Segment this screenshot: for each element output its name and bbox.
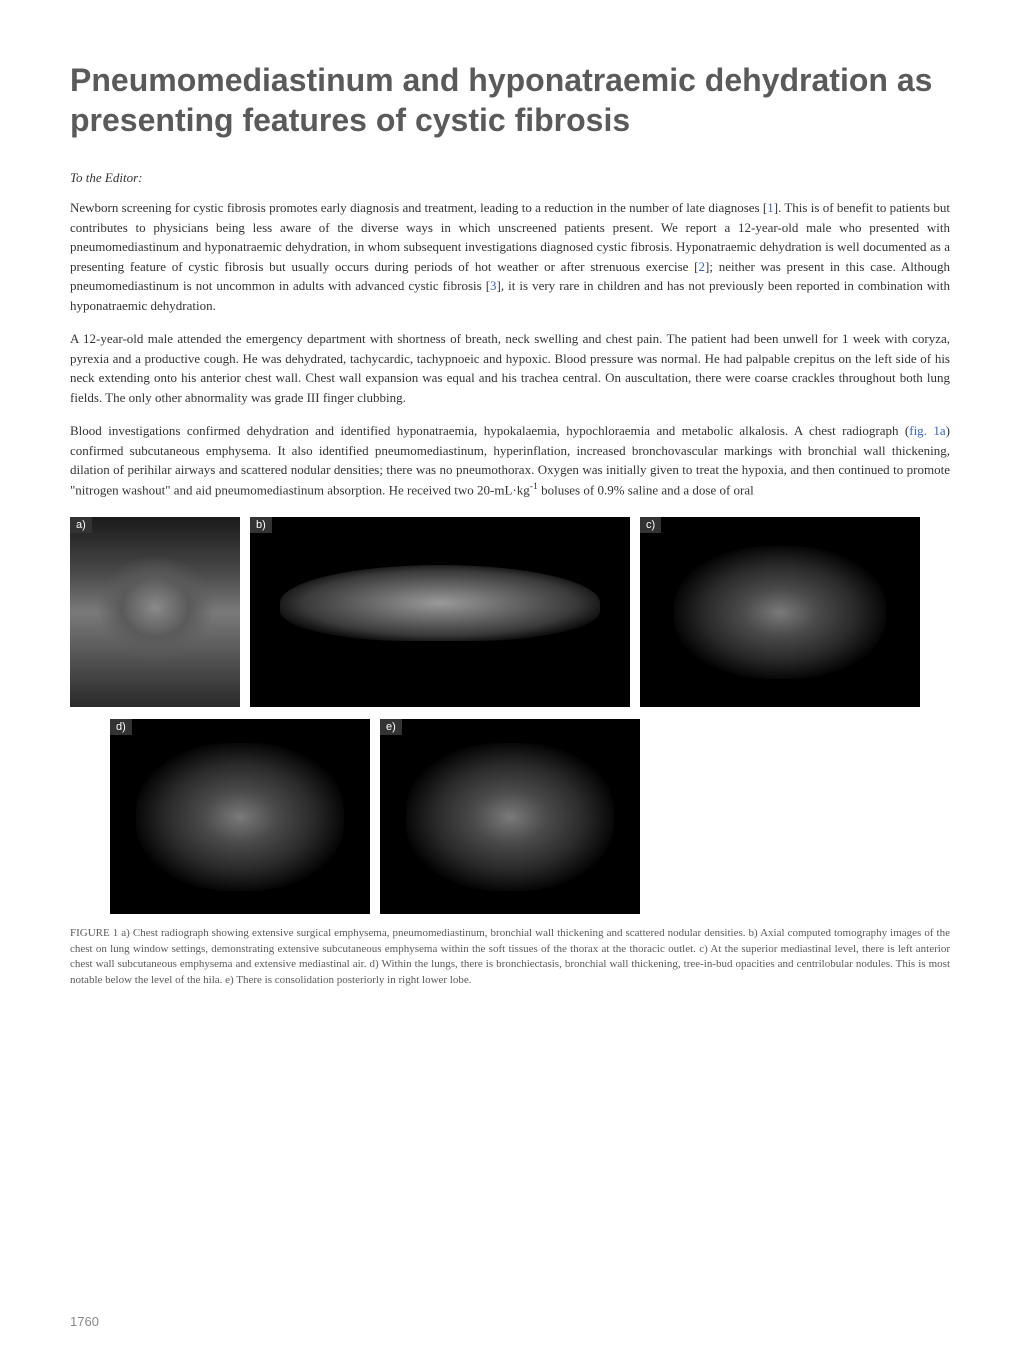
panel-label-d: d) (110, 719, 132, 735)
figure-1-container: a) b) c) d) e) FIGURE 1 a) Chest radiogr… (70, 517, 950, 988)
paragraph-2: A 12-year-old male attended the emergenc… (70, 329, 950, 407)
paragraph-1: Newborn screening for cystic fibrosis pr… (70, 198, 950, 315)
superscript-unit: -1 (530, 481, 538, 492)
paragraph-3: Blood investigations confirmed dehydrati… (70, 421, 950, 499)
figure-panel-d: d) (110, 719, 370, 914)
figure-caption-text: a) Chest radiograph showing extensive su… (70, 927, 950, 985)
figure-row-2: d) e) (110, 719, 950, 914)
panel-label-b: b) (250, 517, 272, 533)
p3-text-3: boluses of 0.9% saline and a dose of ora… (538, 482, 754, 497)
p3-text-1: Blood investigations confirmed dehydrati… (70, 423, 909, 438)
editor-salutation: To the Editor: (70, 170, 950, 186)
figure-link-1a[interactable]: fig. 1a (909, 423, 945, 438)
figure-panel-c: c) (640, 517, 920, 707)
figure-panel-b: b) (250, 517, 630, 707)
figure-number-label: FIGURE 1 (70, 927, 118, 939)
panel-label-a: a) (70, 517, 92, 533)
article-title: Pneumomediastinum and hyponatraemic dehy… (70, 60, 950, 140)
figure-panel-a: a) (70, 517, 240, 707)
figure-1-caption: FIGURE 1 a) Chest radiograph showing ext… (70, 926, 950, 988)
figure-row-1: a) b) c) (70, 517, 950, 707)
page-number: 1760 (70, 1314, 99, 1329)
panel-label-c: c) (640, 517, 661, 533)
p1-text-1: Newborn screening for cystic fibrosis pr… (70, 200, 767, 215)
panel-label-e: e) (380, 719, 402, 735)
figure-panel-e: e) (380, 719, 640, 914)
